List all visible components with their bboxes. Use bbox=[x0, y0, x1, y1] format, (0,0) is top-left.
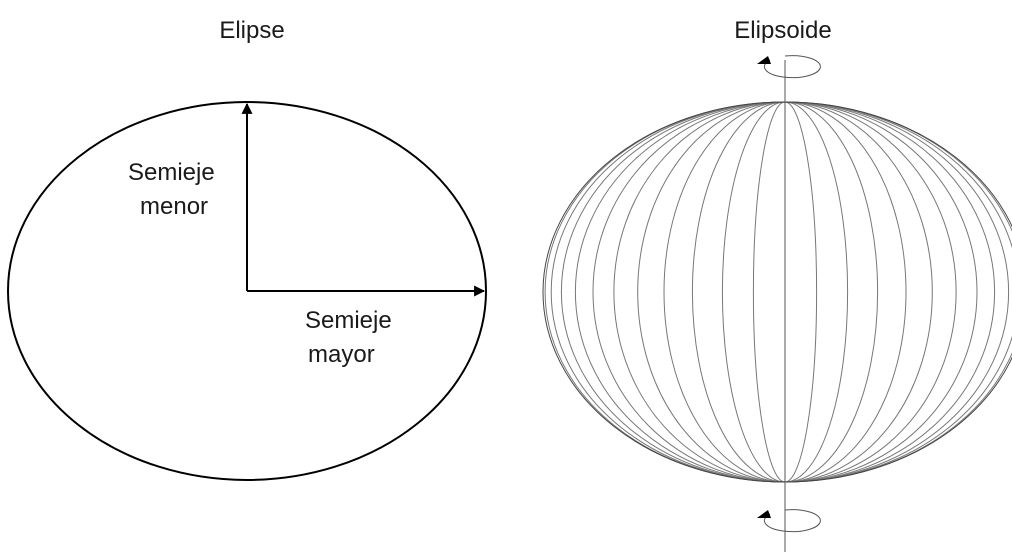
rotation-arrowhead bbox=[757, 56, 771, 64]
minor-axis-label: Semieje bbox=[128, 159, 215, 186]
meridian bbox=[550, 101, 1012, 483]
major-axis-label: mayor bbox=[308, 341, 375, 368]
ellipsoid-title: Elipsoide bbox=[734, 17, 831, 44]
rotation-arrowhead bbox=[757, 510, 771, 518]
ellipse-title: Elipse bbox=[219, 17, 284, 44]
meridian bbox=[544, 101, 1012, 483]
rotation-arrow bbox=[763, 509, 821, 533]
minor-axis-label: menor bbox=[140, 193, 208, 220]
rotation-arrow bbox=[763, 55, 821, 79]
ellipse bbox=[7, 101, 487, 481]
meridians bbox=[542, 101, 1012, 483]
major-axis-label: Semieje bbox=[305, 307, 392, 334]
